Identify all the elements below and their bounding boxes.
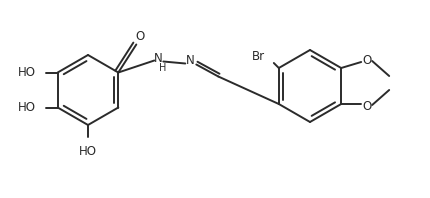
Text: N: N [154,52,163,65]
Text: Br: Br [252,50,265,63]
Text: HO: HO [18,66,36,79]
Text: HO: HO [18,101,36,114]
Text: O: O [136,30,145,43]
Text: H: H [159,63,166,72]
Text: O: O [362,53,372,67]
Text: HO: HO [79,145,97,158]
Text: N: N [186,54,195,67]
Text: O: O [362,100,372,112]
